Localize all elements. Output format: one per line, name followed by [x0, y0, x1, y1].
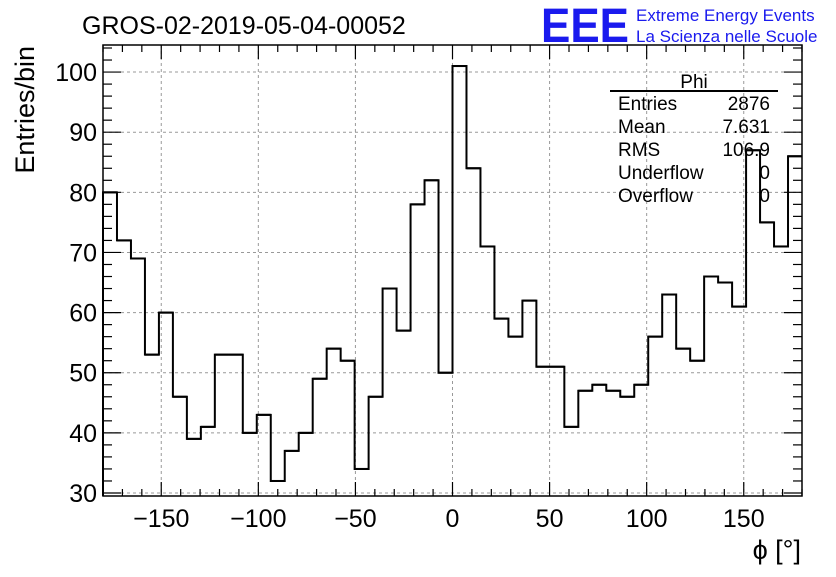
stats-row-label: Entries [618, 94, 677, 115]
x-tick-label: 150 [723, 505, 765, 533]
chart-title: GROS-02-2019-05-04-00052 [82, 12, 406, 40]
stats-row-value: 7.631 [722, 117, 770, 138]
stats-box: Phi Entries 2876 Mean 7.631 RMS 106.9 Un… [610, 72, 778, 207]
x-tick-labels: −150 −100 −50 0 50 100 150 [133, 505, 765, 533]
stats-row-value: 0 [759, 186, 770, 207]
stats-row-label: Overflow [618, 186, 693, 207]
x-tick-label: −100 [230, 505, 286, 533]
eee-logo-mark: EEE [541, 0, 629, 53]
y-tick-label: 80 [69, 179, 97, 207]
stats-row-value: 2876 [728, 94, 770, 115]
stats-title: Phi [680, 72, 707, 93]
y-tick-label: 50 [69, 360, 97, 388]
histogram-series [102, 65, 802, 496]
eee-logo: EEE Extreme Energy Events La Scienza nel… [541, 0, 817, 53]
x-tick-label: 0 [446, 505, 460, 533]
y-tick-labels: 30 40 50 60 70 80 90 100 [55, 59, 97, 508]
stats-row-label: RMS [618, 140, 660, 161]
y-tick-label: 40 [69, 420, 97, 448]
x-tick-label: −50 [334, 505, 376, 533]
y-tick-label: 90 [69, 119, 97, 147]
x-tick-label: −150 [133, 505, 189, 533]
x-tick-label: 100 [626, 505, 668, 533]
eee-logo-line1: Extreme Energy Events [636, 6, 815, 25]
stats-row-value: 0 [759, 163, 770, 184]
y-tick-label: 100 [55, 59, 97, 87]
y-tick-label: 70 [69, 239, 97, 267]
stats-row-value: 106.9 [722, 140, 770, 161]
stats-row-label: Underflow [618, 163, 704, 184]
y-axis-label: Entries/bin [10, 46, 40, 174]
x-tick-label: 50 [536, 505, 564, 533]
stats-row-label: Mean [618, 117, 666, 138]
y-tick-label: 60 [69, 300, 97, 328]
axis-ticks [102, 45, 803, 496]
y-tick-label: 30 [69, 480, 97, 508]
x-axis-label: ϕ [°] [753, 535, 801, 565]
eee-logo-line2: La Scienza nelle Scuole [636, 27, 817, 46]
